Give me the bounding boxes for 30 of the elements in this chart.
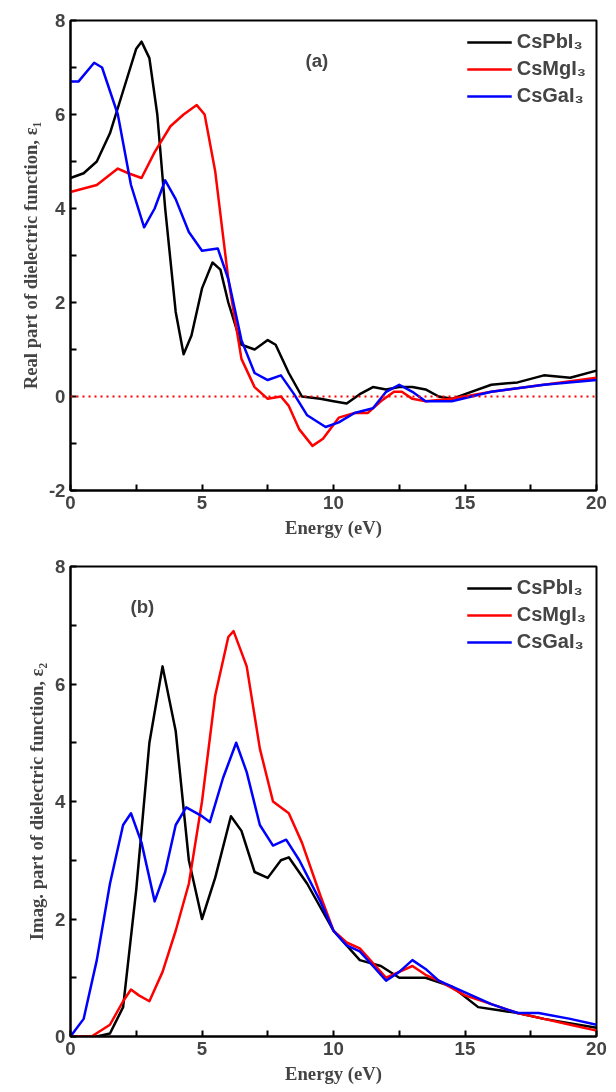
y-tick-label: 2	[55, 292, 66, 313]
legend-label: CsMgI₃	[516, 603, 586, 626]
x-axis-title: Energy (eV)	[285, 516, 382, 539]
legend-label: CsMgI₃	[516, 57, 586, 80]
y-tick-label: -2	[48, 480, 66, 501]
y-tick-label: 6	[55, 104, 66, 125]
y-tick-label: 0	[55, 386, 66, 407]
x-tick-label: 20	[586, 1037, 607, 1059]
x-tick-label: 20	[586, 491, 607, 513]
legend-label: CsGaI₃	[516, 84, 584, 107]
legend-label: CsPbI₃	[516, 576, 583, 599]
y-tick-label: 8	[55, 556, 66, 577]
y-tick-label: 4	[55, 198, 67, 219]
y-tick-label: 2	[55, 908, 66, 930]
y-axis-title: Imag. part of dielectric function, ε₂	[26, 662, 48, 941]
y-tick-label: 8	[55, 10, 66, 31]
x-tick-label: 10	[323, 491, 344, 513]
annotation: (a)	[305, 49, 329, 71]
y-tick-label: 6	[55, 673, 66, 695]
y-tick-label: 4	[55, 791, 67, 812]
annotation: (b)	[130, 595, 155, 617]
x-axis-title: Energy (eV)	[285, 1062, 382, 1085]
x-tick-label: 5	[196, 1037, 208, 1059]
x-tick-label: 15	[454, 1037, 476, 1059]
x-tick-label: 5	[196, 491, 208, 513]
x-tick-label: 10	[323, 1037, 344, 1059]
legend-label: CsGaI₃	[516, 630, 584, 653]
y-axis-title: Real part of dielectric function, ε₁	[19, 121, 41, 390]
x-tick-label: 15	[454, 491, 476, 513]
legend-label: CsPbI₃	[516, 30, 583, 53]
